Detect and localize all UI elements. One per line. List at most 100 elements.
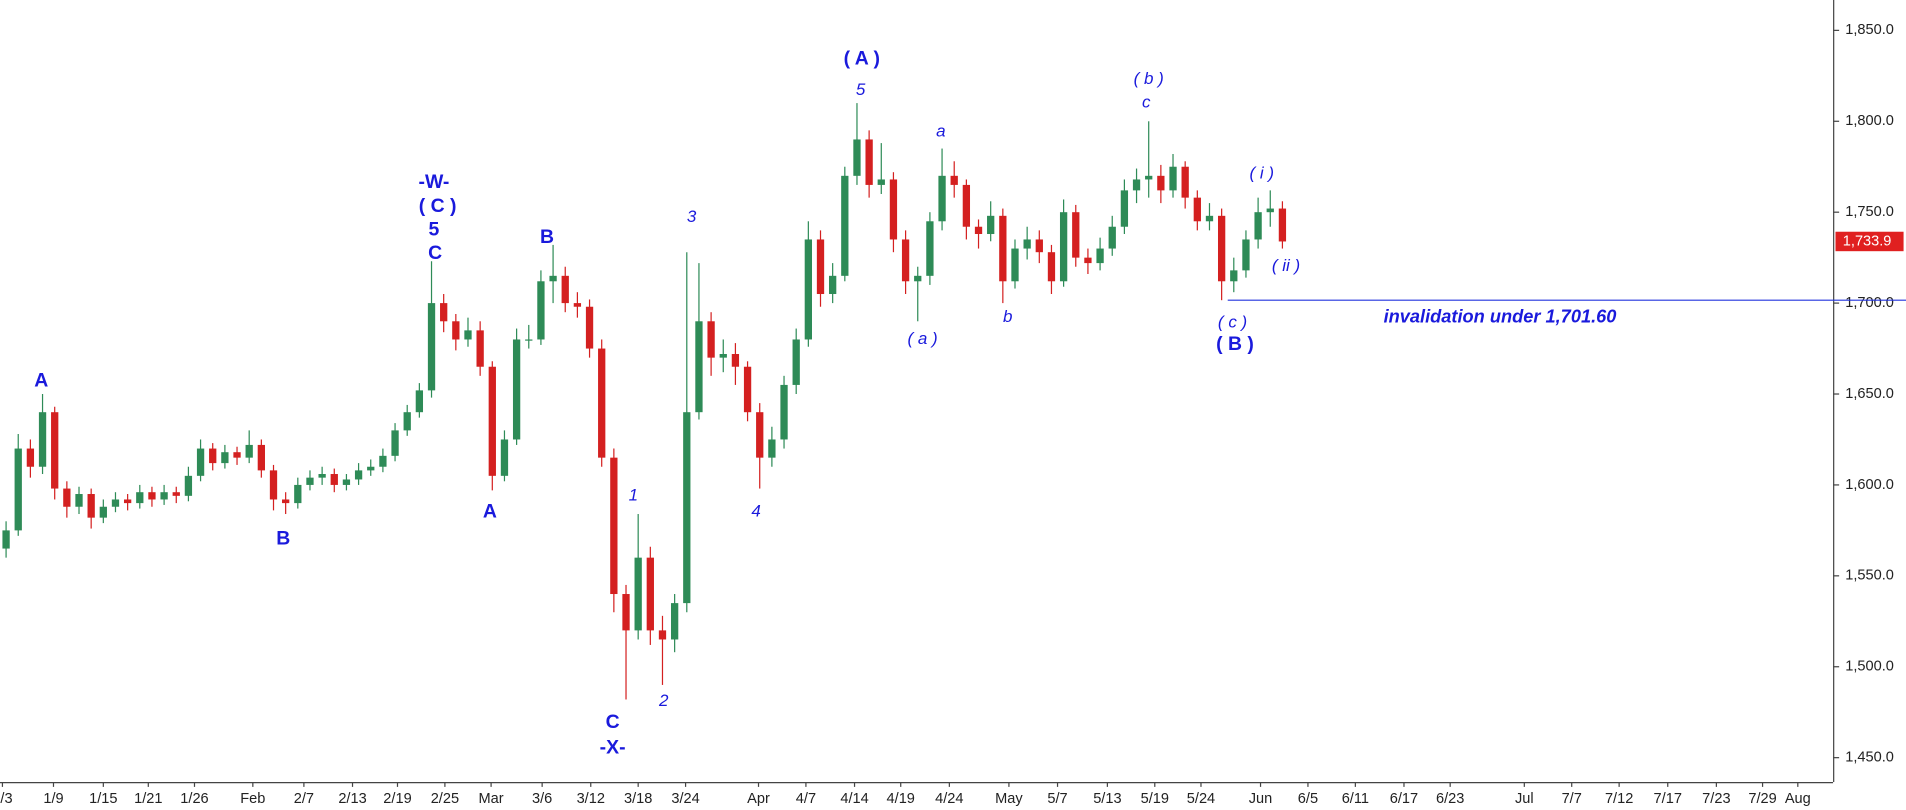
y-tick-label: 1,800.0: [1845, 113, 1894, 129]
x-tick-label: 2/13: [338, 791, 366, 807]
candle-body: [804, 239, 812, 340]
x-tick-label: 7/12: [1605, 791, 1633, 807]
wave-label: B: [540, 226, 554, 248]
candle-body: [136, 492, 144, 504]
candle-body: [26, 448, 35, 467]
wave-label: ( B ): [1216, 333, 1254, 355]
y-tick-label: 1,550.0: [1845, 568, 1894, 584]
wave-label: ( b ): [1134, 69, 1164, 88]
y-tick-label: 1,450.0: [1845, 750, 1894, 766]
x-tick-label: 6/23: [1436, 791, 1464, 807]
wave-label: B: [276, 528, 290, 550]
candle-body: [172, 492, 180, 496]
candle-body: [87, 494, 95, 518]
candle-body: [1181, 166, 1189, 198]
candle-body: [695, 321, 703, 413]
wave-label: -X-: [600, 737, 626, 759]
wave-label: C: [606, 711, 620, 733]
candle-body: [75, 494, 83, 507]
candle-body: [549, 275, 557, 282]
candle-body: [646, 557, 654, 631]
candle-body: [415, 390, 424, 413]
candle-body: [634, 557, 642, 631]
candle-body: [829, 275, 837, 295]
candle-body: [1278, 208, 1287, 242]
wave-label: 3: [687, 207, 697, 226]
candle-body: [282, 499, 290, 504]
candle-body: [111, 499, 120, 507]
candle-body: [1169, 166, 1177, 191]
wave-label: 4: [751, 502, 760, 521]
candle-body: [196, 448, 205, 476]
candle-body: [148, 492, 156, 500]
candle-body: [306, 477, 314, 485]
candle-body: [914, 275, 922, 282]
wave-label: a: [936, 122, 945, 141]
x-tick-label: 4/24: [935, 791, 963, 807]
x-tick-label: 3/12: [577, 791, 605, 807]
x-tick-label: 5/13: [1093, 791, 1121, 807]
candle-body: [792, 339, 800, 385]
candle-body: [512, 339, 521, 440]
candle-body: [184, 475, 193, 496]
wave-label: ( c ): [1218, 313, 1247, 332]
candle-body: [1230, 270, 1238, 282]
candle-body: [658, 630, 667, 640]
x-tick-label: Aug: [1785, 791, 1811, 807]
candle-body: [1266, 208, 1274, 213]
candle-body: [476, 330, 484, 367]
candle-body: [427, 303, 436, 391]
candle-body: [901, 239, 910, 282]
x-tick-label: 6/5: [1298, 791, 1318, 807]
candle-body: [853, 139, 861, 176]
candle-body: [962, 184, 971, 227]
candle-body: [1035, 239, 1043, 253]
candle-body: [1108, 226, 1116, 249]
candle-body: [1205, 215, 1214, 222]
candle-body: [367, 466, 375, 471]
y-tick-label: 1,850.0: [1845, 22, 1894, 38]
candle-body: [670, 603, 679, 640]
wave-label: ( i ): [1249, 164, 1274, 183]
candle-body: [1096, 248, 1104, 264]
x-tick-label: 6/11: [1342, 791, 1369, 807]
candle-body: [1059, 212, 1068, 282]
candle-body: [51, 412, 59, 489]
y-tick-label: 1,650.0: [1845, 386, 1894, 402]
candle-body: [1193, 197, 1201, 222]
x-tick-label: 5/24: [1187, 791, 1215, 807]
x-tick-label: 7/7: [1562, 791, 1582, 807]
x-tick-label: 7/29: [1748, 791, 1776, 807]
invalidation-text: invalidation under 1,701.60: [1384, 305, 1617, 326]
candle-body: [391, 430, 399, 456]
candle-body: [1145, 175, 1153, 180]
x-tick-label: 6/17: [1390, 791, 1418, 807]
candle-body: [123, 499, 132, 504]
candle-body: [38, 412, 47, 467]
candle-body: [99, 506, 107, 518]
wave-label: ( C ): [419, 195, 457, 217]
wave-label: ( ii ): [1272, 256, 1300, 275]
candle-body: [987, 215, 995, 235]
x-tick-label: 1/3: [0, 791, 13, 807]
y-tick-label: 1,750.0: [1845, 204, 1894, 220]
candle-body: [780, 384, 788, 440]
x-tick-label: 7/17: [1654, 791, 1682, 807]
candle-body: [257, 444, 265, 471]
candle-body: [318, 474, 326, 478]
candle-body: [768, 439, 776, 458]
x-tick-label: 2/19: [383, 791, 411, 807]
candle-body: [209, 448, 217, 464]
x-tick-label: 4/7: [796, 791, 816, 807]
wave-label: b: [1003, 307, 1012, 326]
candle-body: [889, 179, 898, 240]
candle-body: [1072, 212, 1080, 258]
candle-body: [1047, 252, 1056, 282]
x-tick-label: May: [995, 791, 1023, 807]
last-price-box: [1835, 231, 1904, 252]
candle-body: [1217, 215, 1226, 282]
x-tick-label: 1/26: [180, 791, 208, 807]
wave-label: C: [428, 242, 442, 264]
